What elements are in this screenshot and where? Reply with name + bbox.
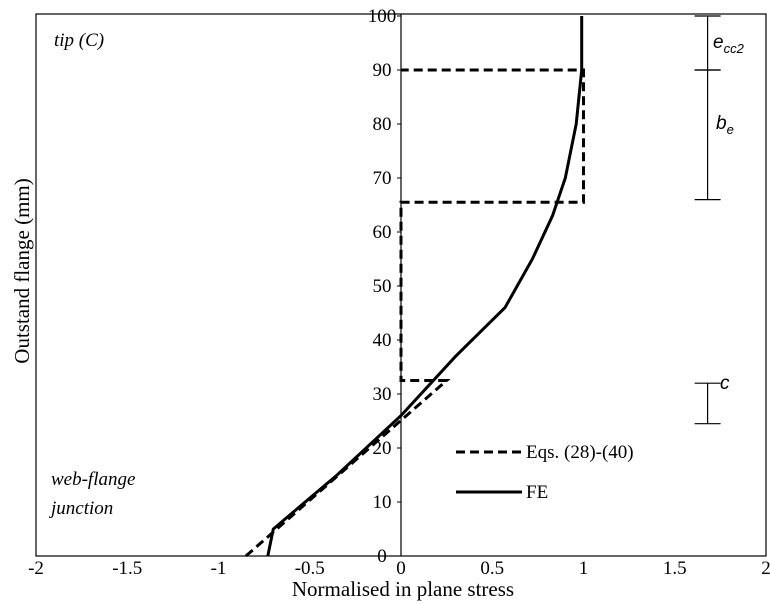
c-label: c bbox=[720, 373, 730, 394]
x-tick-label: -1.5 bbox=[112, 558, 142, 579]
y-tick-label: 50 bbox=[373, 276, 392, 297]
junction-annotation: junction bbox=[48, 498, 113, 519]
x-tick-label: 1.5 bbox=[663, 558, 687, 579]
axes: -2 -1.5 -1 -0.5 0 0.5 1 1.5 20102030405060708090… bbox=[28, 6, 770, 579]
ecc2-label: ecc2 bbox=[713, 32, 745, 56]
x-tick-label: -1 bbox=[211, 558, 227, 579]
ecc2-main: e bbox=[713, 32, 724, 53]
y-tick-label: 10 bbox=[373, 492, 392, 513]
y-tick-label: 80 bbox=[373, 114, 392, 135]
annotation-layer bbox=[694, 15, 721, 425]
y-axis-title: Outstand flange (mm) bbox=[10, 178, 34, 363]
series-line-fe bbox=[266, 16, 584, 557]
y-tick-label: 30 bbox=[373, 384, 392, 405]
legend-label-fe: FE bbox=[526, 482, 548, 503]
be-subscript: e bbox=[727, 122, 734, 137]
y-tick-label: 60 bbox=[373, 222, 392, 243]
series-layer bbox=[244, 16, 585, 558]
x-tick-label: -2 bbox=[28, 558, 44, 579]
x-tick-label: 0.5 bbox=[480, 558, 504, 579]
series-line-eqs bbox=[244, 68, 585, 558]
ecc2-subscript: cc2 bbox=[724, 41, 745, 56]
x-tick-label: 0 bbox=[396, 558, 406, 579]
be-label: be bbox=[716, 113, 734, 137]
y-tick-label: 0 bbox=[377, 546, 387, 567]
y-tick-label: 100 bbox=[368, 6, 397, 27]
y-tick-label: 20 bbox=[373, 438, 392, 459]
x-tick-label: 1 bbox=[579, 558, 589, 579]
y-tick-label: 70 bbox=[373, 168, 392, 189]
x-tick-label: 2 bbox=[761, 558, 770, 579]
y-tick-label: 40 bbox=[373, 330, 392, 351]
legend: Eqs. (28)-(40) FE bbox=[456, 442, 634, 503]
be-main: b bbox=[716, 113, 727, 134]
x-axis-title: Normalised in plane stress bbox=[292, 577, 514, 601]
legend-label-eqs: Eqs. (28)-(40) bbox=[526, 442, 634, 463]
tip-annotation: tip (C) bbox=[54, 30, 104, 51]
x-tick-label: -0.5 bbox=[295, 558, 325, 579]
web-flange-annotation: web-flange bbox=[51, 469, 135, 490]
y-tick-label: 90 bbox=[373, 60, 392, 81]
